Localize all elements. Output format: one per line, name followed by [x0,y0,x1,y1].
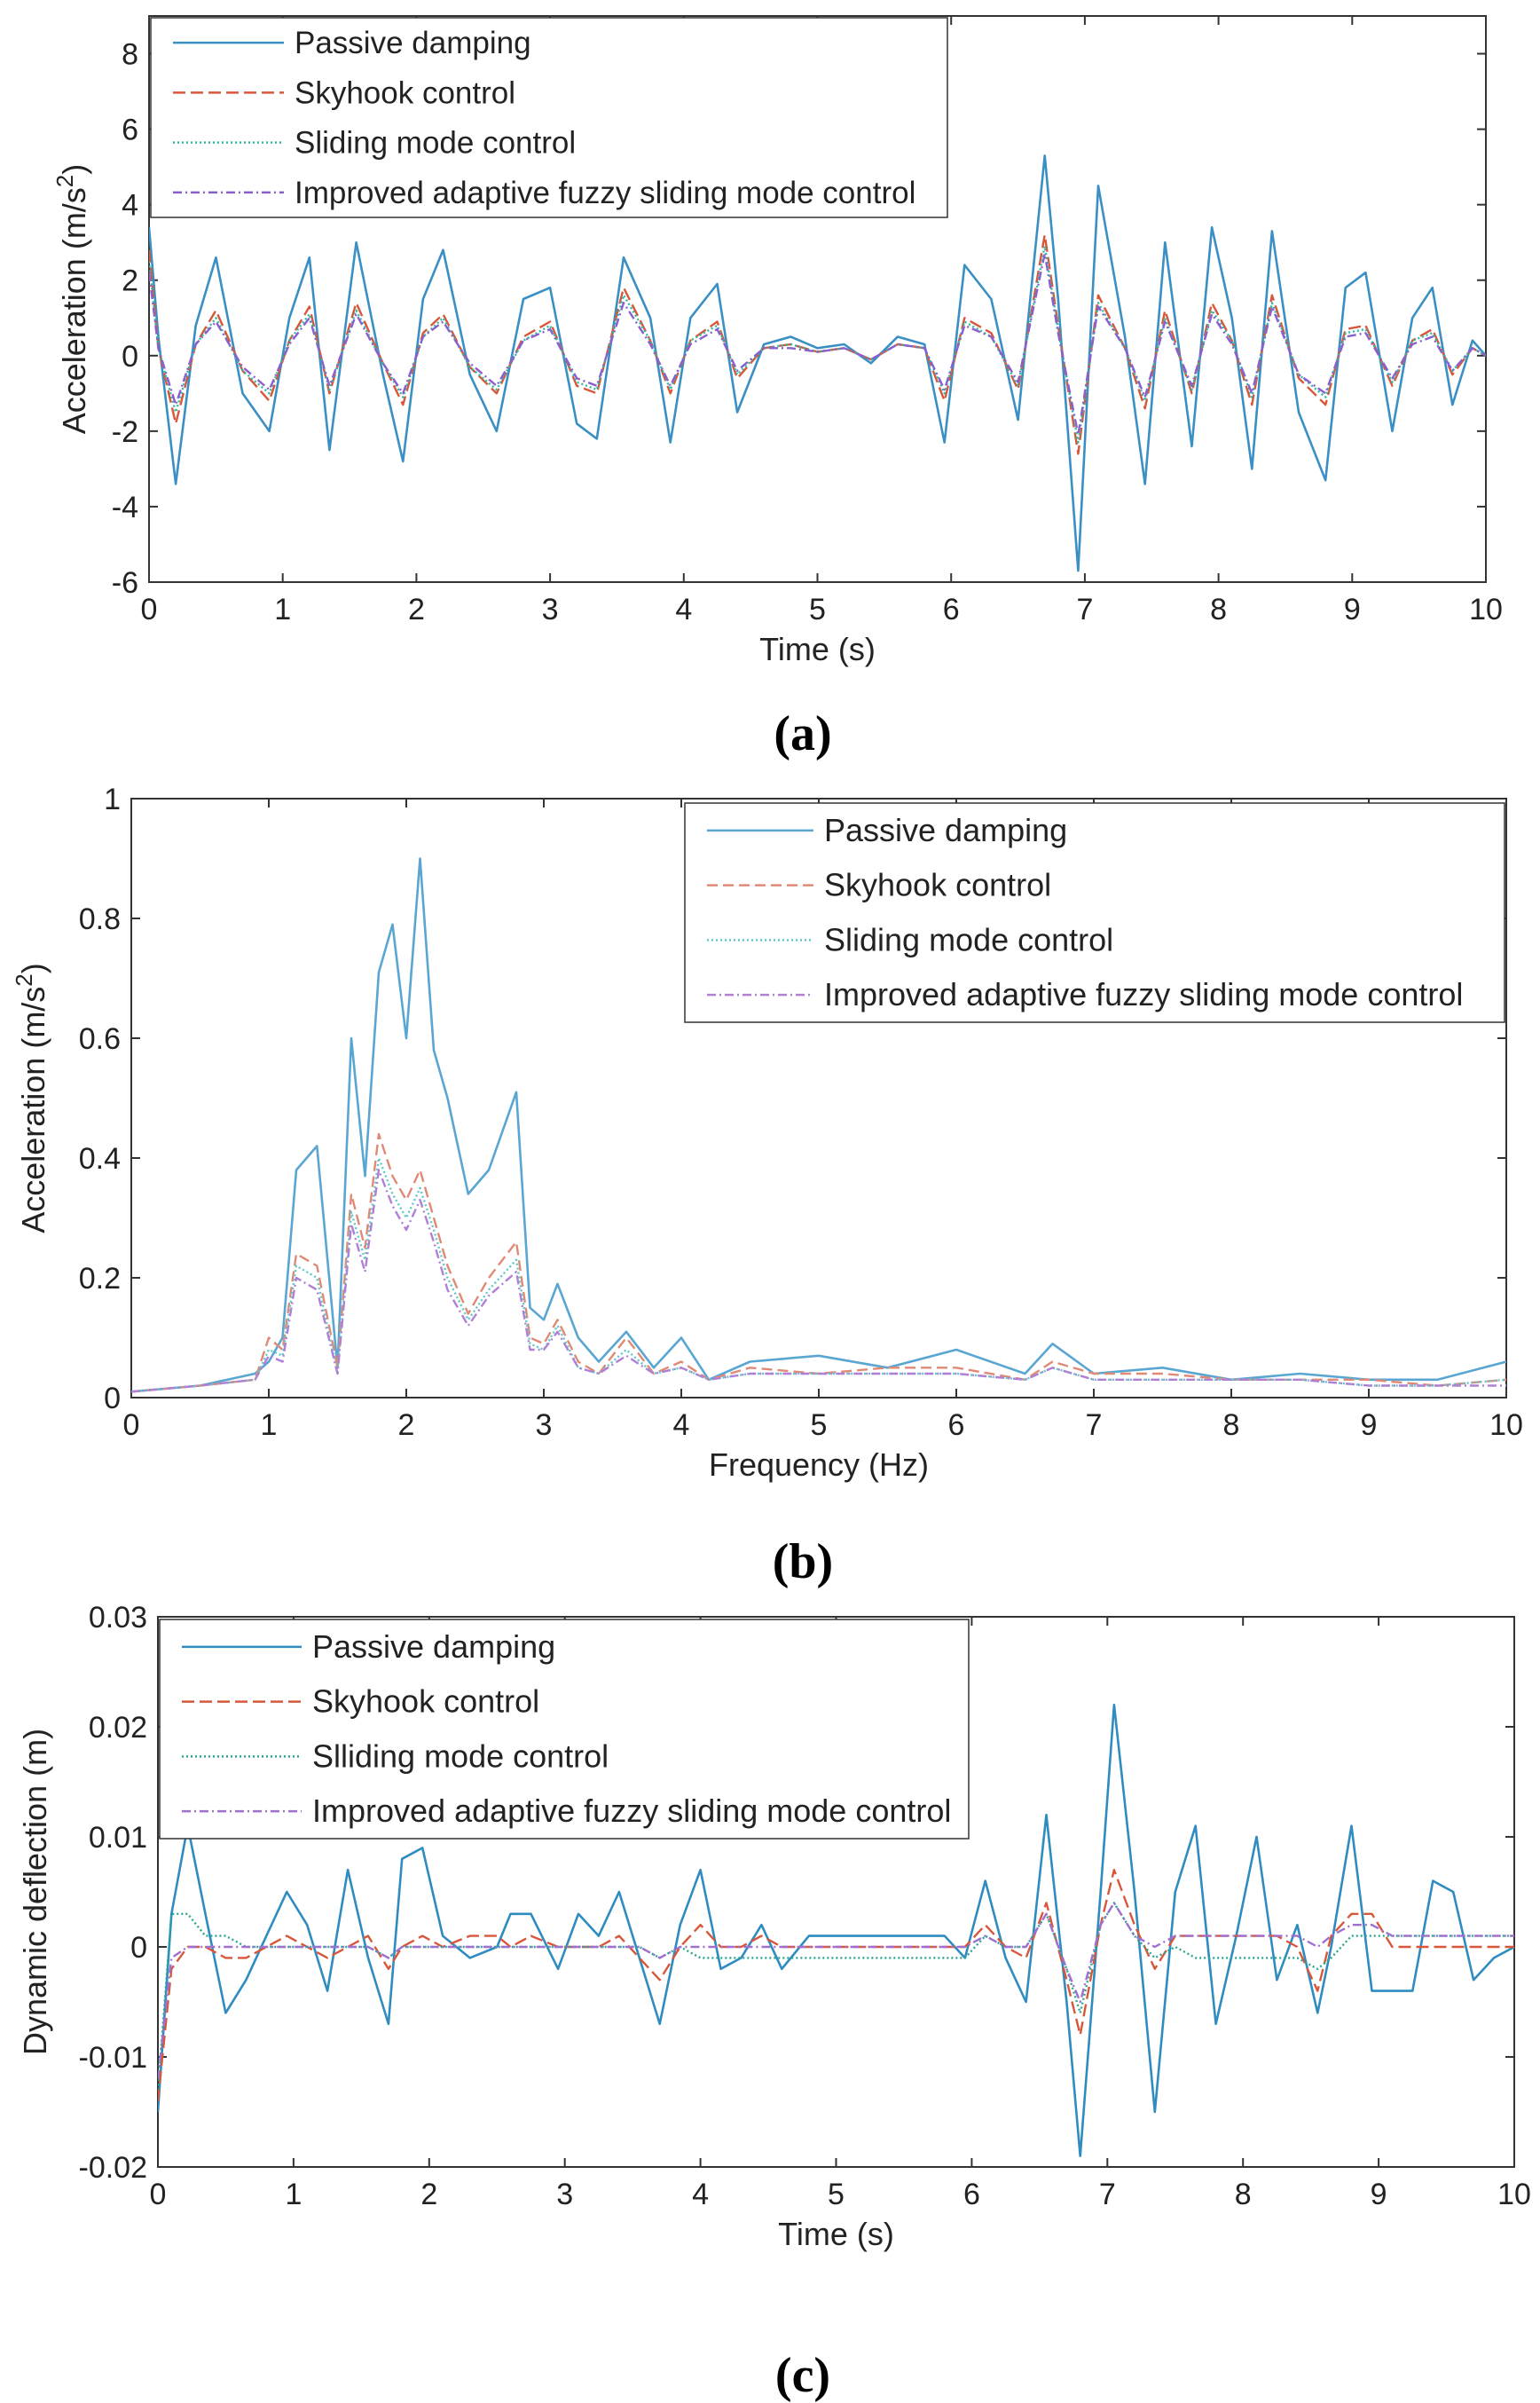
legend-box [159,1619,970,1840]
series-group [158,1703,1514,2157]
x-tick-label: 8 [1223,1408,1240,1442]
x-tick-label: 8 [1235,2178,1252,2211]
x-tick-label: 0 [150,2178,167,2211]
x-tick-label: 10 [1489,1408,1523,1442]
y-tick-label: -4 [112,491,138,524]
y-axis-label: Acceleration (m/s2) [11,963,51,1233]
y-tick-label: -2 [112,415,138,449]
series-line-0 [131,857,1506,1393]
series-line-0 [158,1703,1514,2157]
series-line-0 [149,154,1486,572]
series-group [131,857,1506,1393]
y-tick-label: 2 [122,264,138,298]
x-tick-label: 6 [948,1408,965,1442]
x-tick-label: 6 [963,2178,980,2211]
y-tick-label: 4 [122,189,138,223]
legend-label: Skyhook control [312,1683,539,1720]
x-axis-label: Time (s) [778,2216,894,2252]
x-tick-label: 1 [285,2178,302,2211]
legend-label: Sliding mode control [824,921,1113,957]
y-tick-label: 0.03 [89,1601,147,1635]
x-tick-label: 1 [274,593,291,626]
y-tick-label: 0.4 [79,1142,121,1176]
legend-box [150,17,948,218]
panel-label-b: (b) [773,1534,833,1589]
x-tick-label: 1 [261,1408,278,1442]
y-tick-label: 0.2 [79,1262,121,1296]
series-group [149,154,1486,572]
x-tick-label: 9 [1361,1408,1378,1442]
x-tick-label: 8 [1210,593,1227,626]
x-tick-label: 2 [408,593,425,626]
y-tick-label: 0.01 [89,1821,147,1855]
legend-label: Passive damping [312,1628,555,1665]
y-tick-label: -0.01 [79,2041,148,2075]
series-line-1 [149,233,1486,455]
x-tick-label: 0 [123,1408,140,1442]
chart-panel-a: 0 1 2 3 4 5 6 7 8 9 10 -6 -4 -2 0 2 4 6 8 Time (s) Accelerat… [51,15,1503,667]
y-tick-label: 0.6 [79,1022,121,1056]
x-tick-label: 4 [692,2178,709,2211]
y-tick-label: -0.02 [79,2151,148,2185]
series-line-1 [131,1132,1506,1393]
x-tick-label: 5 [811,1408,828,1442]
x-tick-label: 6 [943,593,960,626]
panel-label-a: (a) [774,706,831,761]
y-tick-label: 0 [104,1382,121,1415]
x-tick-label: 9 [1344,593,1361,626]
x-tick-label: 3 [542,593,559,626]
x-tick-label: 10 [1497,2178,1531,2211]
y-axis-label: Dynamic deflection (m) [17,1729,53,2055]
legend-label: Improved adaptive fuzzy sliding mode con… [824,976,1463,1012]
x-tick-label: 0 [141,593,158,626]
x-tick-label: 9 [1371,2178,1387,2211]
y-tick-label: -6 [112,566,138,600]
x-tick-label: 7 [1086,1408,1103,1442]
chart-panel-c: 0 1 2 3 4 5 6 7 8 9 10 -0.02 -0.01 0 0.01 0.02 0.03 Time … [17,1601,1531,2252]
y-tick-label: 0.02 [89,1711,147,1745]
x-tick-label: 3 [536,1408,553,1442]
y-tick-label: 0 [122,340,138,374]
x-tick-label: 7 [1076,593,1093,626]
legend-label: Slliding mode control [312,1737,609,1774]
y-tick-label: 1 [104,783,121,816]
legend-label: Improved adaptive fuzzy sliding mode con… [295,176,915,210]
x-tick-label: 5 [828,2178,845,2211]
series-line-3 [149,252,1486,437]
panel-label-c: (c) [775,2348,830,2403]
legend-box [684,802,1505,1023]
legend-label: Sliding mode control [295,126,576,161]
series-line-3 [131,1169,1506,1393]
legend-label: Passive damping [295,26,531,60]
legend-label: Improved adaptive fuzzy sliding mode con… [312,1792,951,1829]
y-tick-label: 6 [122,114,138,147]
x-axis-label: Frequency (Hz) [709,1446,929,1483]
x-tick-label: 2 [398,1408,415,1442]
x-axis-label: Time (s) [759,631,876,667]
chart-panel-b: 0 1 2 3 4 5 6 7 8 9 10 0 0.2 0.4 0.6 0.8 1 Frequency (Hz)… [11,783,1523,1483]
legend-label: Skyhook control [295,75,515,110]
x-tick-label: 4 [673,1408,690,1442]
x-tick-label: 10 [1469,593,1503,626]
legend-label: Skyhook control [824,867,1051,903]
y-tick-label: 8 [122,38,138,72]
x-tick-label: 3 [556,2178,573,2211]
x-tick-label: 2 [420,2178,437,2211]
y-axis-label: Acceleration (m/s2) [51,164,92,435]
x-tick-label: 4 [675,593,692,626]
series-line-3 [158,1902,1514,2079]
y-tick-label: 0 [130,1931,147,1965]
x-tick-label: 5 [809,593,826,626]
legend-label: Passive damping [824,812,1067,848]
x-tick-label: 7 [1099,2178,1116,2211]
y-tick-label: 0.8 [79,902,121,936]
